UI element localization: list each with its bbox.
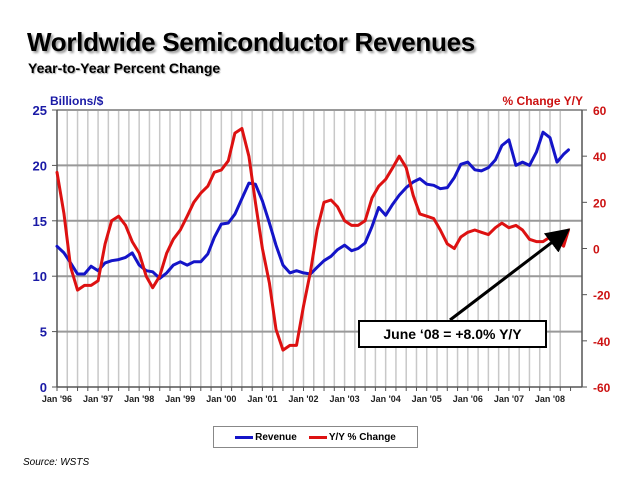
x-tick-label: Jan '07 xyxy=(494,394,524,404)
right-tick-label: 0 xyxy=(593,243,600,257)
x-tick-label: Jan '04 xyxy=(371,394,401,404)
right-tick-label: -60 xyxy=(593,381,611,395)
right-tick-label: -40 xyxy=(593,335,611,349)
x-tick-label: Jan '03 xyxy=(329,394,359,404)
annotation-callout: June ‘08 = +8.0% Y/Y xyxy=(358,320,547,348)
legend-item-yy-change: Y/Y % Change xyxy=(308,431,396,443)
left-tick-label: 0 xyxy=(40,380,47,395)
right-tick-label: -20 xyxy=(593,289,611,303)
source-note: Source: WSTS xyxy=(23,457,90,468)
legend-item-revenue: Revenue xyxy=(235,432,297,443)
right-tick-label: 60 xyxy=(593,104,607,118)
legend-swatch-yy-change xyxy=(308,435,327,439)
x-tick-label: Jan '00 xyxy=(206,394,236,404)
annotation-arrow xyxy=(449,228,571,322)
x-tick-label: Jan '99 xyxy=(165,394,195,404)
chart-subtitle: Year-to-Year Percent Change xyxy=(28,60,221,76)
left-tick-label: 15 xyxy=(33,214,47,229)
right-tick-label: 20 xyxy=(593,196,607,210)
x-tick-label: Jan '08 xyxy=(535,394,565,404)
x-tick-label: Jan '01 xyxy=(247,394,277,404)
right-tick-label: 40 xyxy=(593,150,607,164)
left-tick-label: 20 xyxy=(33,158,47,173)
right-axis-label: % Change Y/Y xyxy=(502,94,583,108)
series-lines xyxy=(55,127,570,352)
left-tick-label: 25 xyxy=(33,103,47,118)
legend: Revenue Y/Y % Change xyxy=(213,426,418,448)
x-tick-label: Jan '96 xyxy=(42,394,72,404)
legend-label-revenue: Revenue xyxy=(255,431,297,443)
legend-swatch-revenue xyxy=(235,435,254,439)
legend-label-yy-change: Y/Y % Change xyxy=(328,431,396,443)
annotation-arrow-line xyxy=(449,228,571,322)
x-tick-label: Jan '05 xyxy=(412,394,442,404)
series-line-y-y-change xyxy=(55,127,570,352)
left-tick-label: 10 xyxy=(33,269,47,284)
x-tick-label: Jan '98 xyxy=(124,394,154,404)
x-tick-label: Jan '02 xyxy=(288,394,318,404)
left-axis-label: Billions/$ xyxy=(50,94,104,108)
chart-title: Worldwide Semiconductor Revenues xyxy=(27,27,475,57)
x-tick-label: Jan '06 xyxy=(453,394,483,404)
left-tick-label: 5 xyxy=(40,325,47,340)
x-tick-label: Jan '97 xyxy=(83,394,113,404)
axes: 0 5 10 15 20 25 -60 -40 -20 0 20 40 60 Jan '96 Jan '97… xyxy=(33,103,611,404)
